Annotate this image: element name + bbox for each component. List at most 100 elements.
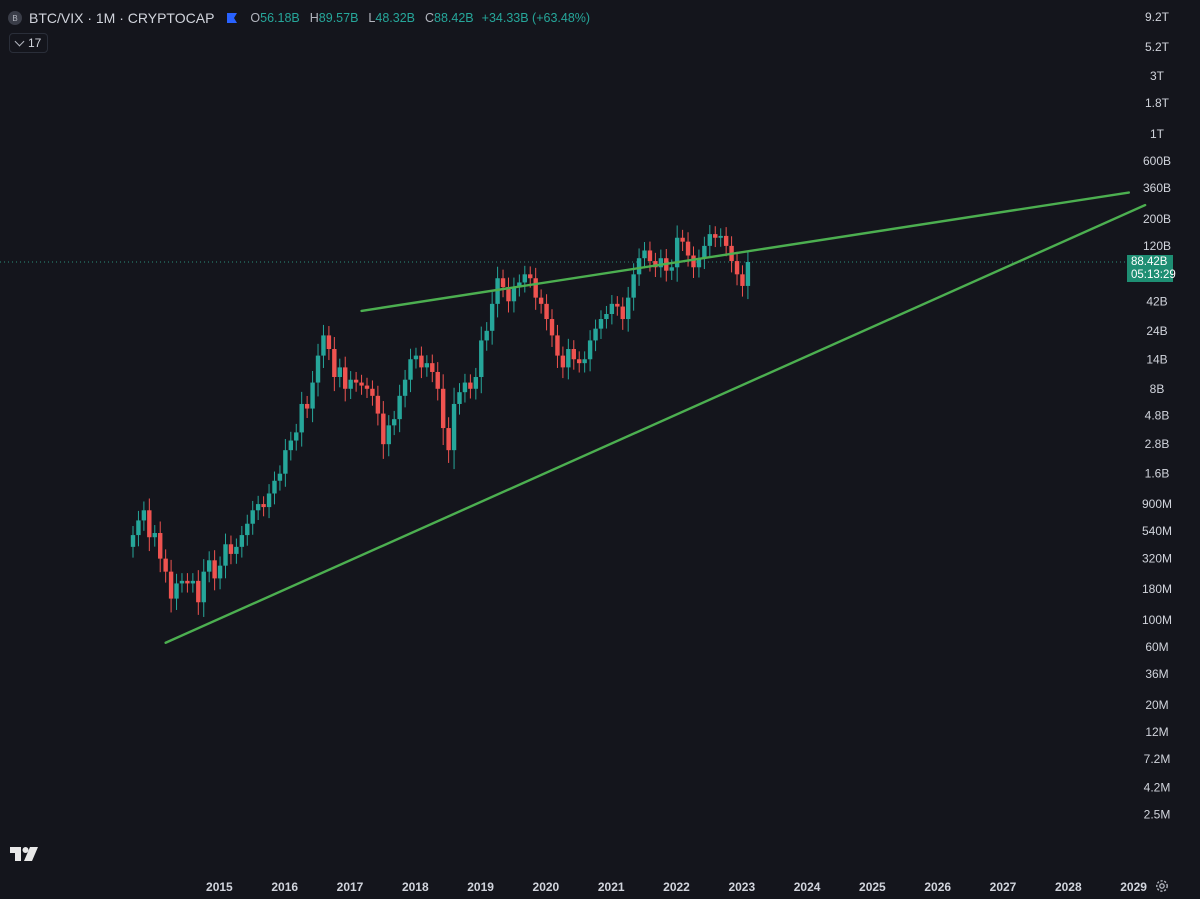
candle-body	[593, 328, 598, 341]
trendline-resistance[interactable]	[360, 191, 1131, 313]
candle	[691, 246, 696, 278]
candle-body	[381, 413, 386, 445]
candle	[544, 294, 549, 331]
trendline-support[interactable]	[164, 203, 1147, 644]
candle	[538, 289, 544, 314]
symbol-icon[interactable]: B	[8, 11, 22, 25]
candle	[718, 228, 723, 247]
chevron-down-icon[interactable]	[14, 36, 25, 47]
close-value: 88.42B	[434, 11, 474, 25]
candle-body	[506, 287, 511, 302]
candle-body	[604, 314, 609, 320]
candle-body	[190, 580, 196, 584]
candle-body	[419, 355, 424, 368]
candle	[375, 385, 381, 426]
y-tick-label: 3T	[1150, 69, 1165, 83]
indicator-toggle[interactable]: 17	[9, 33, 49, 53]
candle-body	[609, 303, 615, 315]
candle-body	[745, 262, 751, 286]
candle-body	[353, 379, 359, 383]
candle-body	[473, 377, 479, 389]
x-tick-label: 2026	[924, 880, 951, 894]
candle	[141, 501, 147, 531]
candle	[206, 551, 212, 583]
candle-body	[392, 419, 397, 426]
candle	[381, 401, 386, 459]
candle	[299, 391, 304, 447]
candle	[255, 495, 261, 521]
high-label: H	[309, 11, 319, 25]
candle-body	[549, 319, 555, 336]
candle-body	[718, 235, 723, 238]
candle	[522, 265, 527, 293]
candle-body	[620, 306, 625, 320]
price-axis[interactable]: 9.2T 5.2T 3T 1.8T 1T 600B 360B 200B 120B 42B 24B 14…	[1142, 10, 1172, 822]
x-tick-label: 2028	[1055, 880, 1082, 894]
y-tick-label: 20M	[1145, 698, 1168, 712]
candle	[680, 229, 685, 252]
candle-body	[740, 274, 745, 286]
candle	[435, 362, 440, 401]
change-value: +34.33B (+63.48%)	[481, 11, 591, 25]
tradingview-logo-icon[interactable]	[10, 845, 40, 863]
candle-body	[669, 267, 674, 271]
candle	[272, 471, 277, 505]
candle-body	[489, 303, 495, 331]
open-value: 56.18B	[260, 11, 300, 25]
candle-body	[321, 335, 326, 356]
candle	[625, 286, 631, 332]
candle-body	[228, 544, 234, 554]
candle	[370, 380, 375, 406]
candle-body	[174, 583, 179, 599]
x-tick-label: 2023	[728, 880, 755, 894]
candle-body	[332, 349, 337, 378]
time-axis[interactable]: 2015 2016 2017 2018 2019 2020 2021 2022 2023 2024…	[206, 880, 1147, 894]
y-tick-label: 100M	[1142, 613, 1172, 627]
candle	[168, 559, 174, 613]
candle-body	[402, 379, 408, 396]
candle-body	[272, 480, 277, 494]
y-tick-label: 8B	[1150, 382, 1165, 396]
candle-body	[386, 425, 391, 445]
candle	[430, 354, 435, 383]
candle	[310, 370, 315, 423]
trendlines[interactable]	[164, 191, 1147, 644]
symbol-title[interactable]: BTC/VIX · 1M · CRYPTOCAP	[29, 10, 215, 26]
candle-body	[457, 392, 462, 404]
y-tick-label: 5.2T	[1145, 40, 1170, 54]
flag-icon[interactable]	[226, 12, 238, 24]
candle-body	[239, 535, 245, 547]
open-label: O	[250, 11, 261, 25]
candle	[642, 242, 647, 269]
y-tick-label: 120B	[1143, 239, 1171, 253]
candle-body	[370, 388, 375, 396]
y-tick-label: 320M	[1142, 552, 1172, 566]
candle	[571, 340, 576, 370]
candle-body	[517, 282, 522, 288]
candle	[228, 535, 234, 565]
x-tick-label: 2022	[663, 880, 690, 894]
candle-body	[245, 523, 250, 536]
y-tick-label: 360B	[1143, 181, 1171, 195]
candle	[402, 369, 408, 408]
candle-body	[430, 363, 435, 372]
candle	[326, 326, 332, 361]
candle-body	[680, 237, 685, 242]
candle	[462, 373, 468, 403]
low-value: 48.32B	[375, 11, 415, 25]
candle-body	[647, 250, 653, 262]
x-tick-label: 2024	[794, 880, 821, 894]
candle-body	[636, 258, 642, 275]
chart-legend: B BTC/VIX · 1M · CRYPTOCAP O56.18B H89.5…	[8, 8, 590, 28]
candle	[620, 297, 625, 330]
gear-icon[interactable]	[1154, 878, 1170, 894]
candle-body	[266, 493, 272, 508]
candle	[304, 395, 310, 419]
candle	[566, 338, 571, 380]
candle-body	[598, 319, 604, 329]
candle-body	[696, 258, 702, 268]
candle-body	[446, 428, 451, 451]
candle	[190, 573, 196, 593]
candle	[283, 439, 288, 487]
